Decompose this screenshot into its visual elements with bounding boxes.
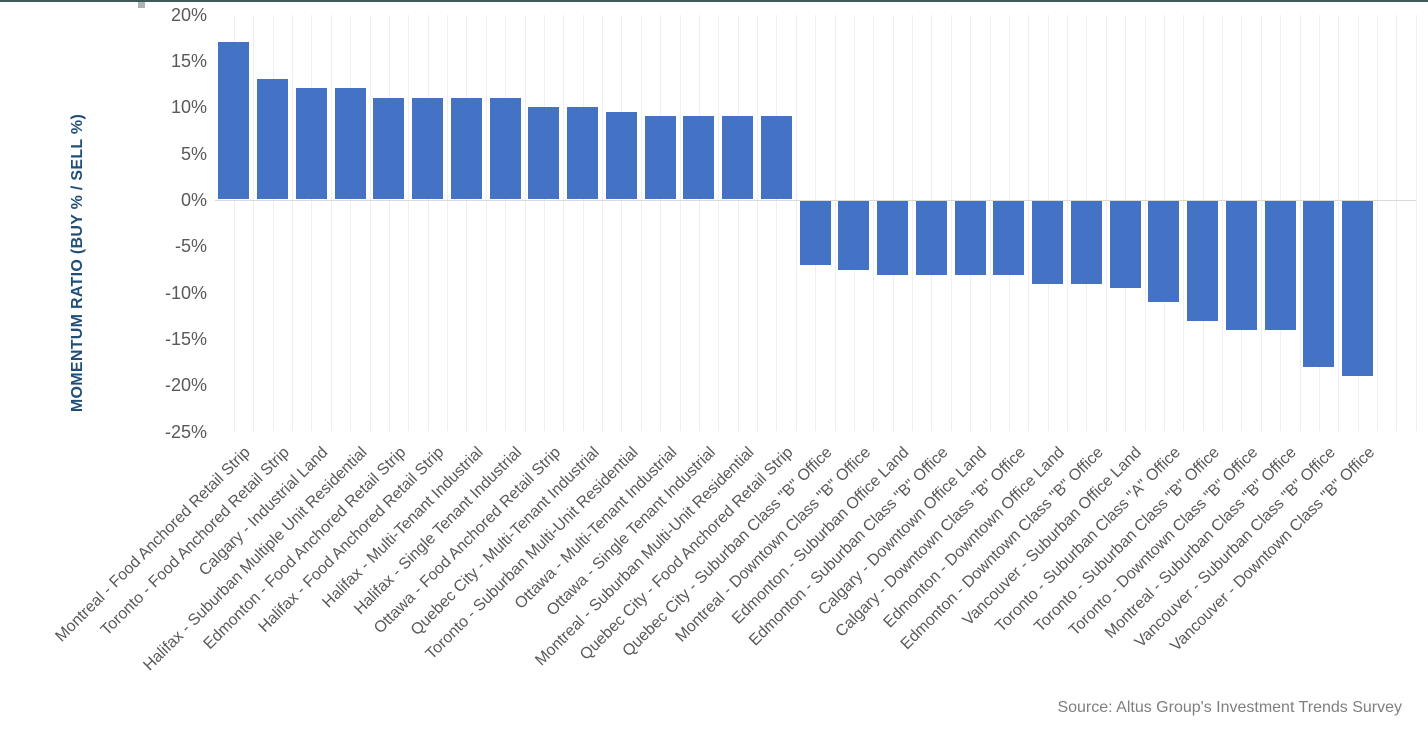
y-axis-tick-label: -15% [164,328,207,349]
bar [1187,200,1219,321]
bar [1225,200,1257,331]
bar [1070,200,1102,284]
bar [605,111,637,200]
vertical-gridline [311,15,313,431]
top-border-line [0,0,1428,2]
bar [334,88,366,200]
vertical-gridline [737,15,739,431]
vertical-gridline [543,15,545,431]
bar [1109,200,1141,289]
vertical-gridline [466,15,468,431]
source-note: Source: Altus Group's Investment Trends … [1057,699,1402,716]
vertical-gridline [602,15,603,431]
vertical-gridline [873,15,875,431]
vertical-gridline [718,15,720,431]
bar [644,116,676,200]
vertical-gridline [330,15,332,431]
vertical-gridline [698,15,700,431]
vertical-gridline [1222,15,1223,431]
vertical-gridline [1028,15,1030,431]
vertical-gridline [233,15,235,431]
vertical-gridline [485,15,487,431]
vertical-gridline [1260,15,1262,431]
vertical-gridline [1299,15,1301,431]
y-axis-tick-label: 20% [170,4,207,25]
bar [218,42,250,200]
vertical-gridline [253,15,255,431]
vertical-gridline [292,15,293,431]
bar [722,116,754,200]
vertical-gridline [679,15,681,431]
vertical-gridline [1067,15,1068,431]
bar [1032,200,1064,284]
vertical-gridline [350,15,352,431]
vertical-gridline [1183,15,1185,431]
vertical-gridline [1338,15,1340,431]
vertical-gridline [427,15,429,431]
bar [915,200,947,275]
bar [295,88,327,200]
vertical-gridline [795,15,797,431]
bar [528,106,560,200]
bar [954,200,986,275]
y-axis-tick-label: -25% [164,421,207,442]
y-axis-tick-label: 0% [180,190,207,210]
bar [1264,200,1296,331]
bar [799,200,831,266]
vertical-gridline [582,15,584,431]
vertical-gridline [563,15,565,431]
bar [373,97,405,200]
vertical-gridline [640,15,642,431]
vertical-gridline [1415,15,1417,431]
y-axis-tick-label: -20% [164,375,207,396]
vertical-gridline [505,15,507,431]
vertical-gridline [660,15,662,431]
bar [877,200,909,275]
y-axis-tick-label: -5% [174,236,207,257]
vertical-gridline [1396,15,1398,431]
vertical-gridline [757,15,758,431]
zero-axis-line [214,199,1416,201]
y-axis-title: MOMENTUM RATIO (BUY % / SELL %) [69,113,86,413]
y-axis-tick-label: 10% [170,97,207,118]
bar [257,79,289,200]
bar [567,106,599,200]
vertical-gridline [834,15,836,431]
vertical-gridline [388,15,390,431]
y-axis-tick-label: -10% [164,282,207,303]
bar [993,200,1025,275]
vertical-gridline [621,15,623,431]
vertical-gridline [989,15,991,431]
y-axis-tick-label: 15% [170,51,207,72]
bar [450,97,482,200]
vertical-gridline [950,15,952,431]
y-axis-tick-label: 5% [180,143,207,164]
vertical-gridline [1377,15,1378,431]
top-edge-artifact [138,2,145,8]
vertical-gridline [776,15,778,431]
vertical-gridline [447,15,448,431]
bar [1148,200,1180,303]
bar [838,200,870,270]
vertical-gridline [272,15,274,431]
bar [1342,200,1374,377]
bar [1303,200,1335,368]
vertical-gridline [912,15,913,431]
bar [489,97,521,200]
vertical-gridline [408,15,410,431]
vertical-gridline [369,15,371,431]
bar [760,116,792,200]
vertical-gridline [524,15,526,431]
bar [412,97,444,200]
bar [683,116,715,200]
vertical-gridline [1144,15,1146,431]
vertical-gridline [1105,15,1107,431]
